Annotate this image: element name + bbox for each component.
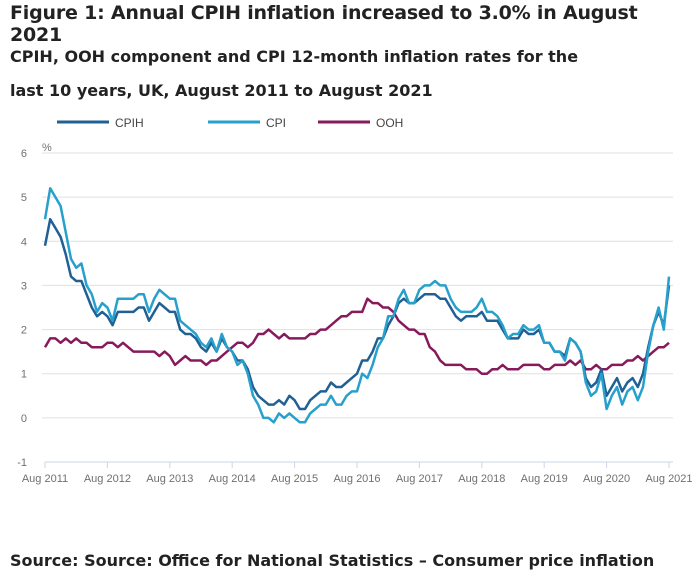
x-tick-label: Aug 2016 — [333, 473, 380, 485]
series-line-cpi — [43, 187, 671, 424]
x-tick-label: Aug 2017 — [396, 473, 443, 485]
x-tick-label: Aug 2018 — [458, 473, 505, 485]
y-tick-label: 5 — [21, 192, 27, 204]
y-tick-label: 1 — [21, 369, 27, 381]
x-tick-label: Aug 2021 — [645, 473, 692, 485]
x-tick-label: Aug 2011 — [22, 473, 68, 485]
x-tick-label: Aug 2019 — [521, 473, 568, 485]
y-tick-label: 4 — [21, 236, 27, 248]
y-tick-label: 2 — [21, 325, 27, 337]
x-tick-label: Aug 2020 — [583, 473, 630, 485]
y-tick-label: 6 — [21, 148, 27, 160]
x-tick-label: Aug 2015 — [271, 473, 318, 485]
y-tick-label: 3 — [21, 280, 27, 292]
y-axis-unit: % — [42, 142, 52, 154]
legend-label-ooh: OOH — [376, 116, 403, 130]
legend-label-cpih: CPIH — [115, 116, 144, 130]
source-note: Source: Source: Office for National Stat… — [10, 551, 655, 570]
x-tick-label: Aug 2012 — [84, 473, 131, 485]
series-line-ooh — [43, 297, 670, 375]
x-tick-label: Aug 2014 — [209, 473, 256, 485]
legend-label-cpi: CPI — [266, 116, 286, 130]
y-tick-label: 0 — [21, 413, 27, 425]
chart-subtitle: CPIH, OOH component and CPI 12-month inf… — [10, 47, 579, 100]
series-line-cpih — [43, 217, 671, 411]
y-tick-label: -1 — [17, 457, 27, 469]
chart-title: Figure 1: Annual CPIH inflation increase… — [10, 2, 638, 46]
x-tick-label: Aug 2013 — [146, 473, 193, 485]
